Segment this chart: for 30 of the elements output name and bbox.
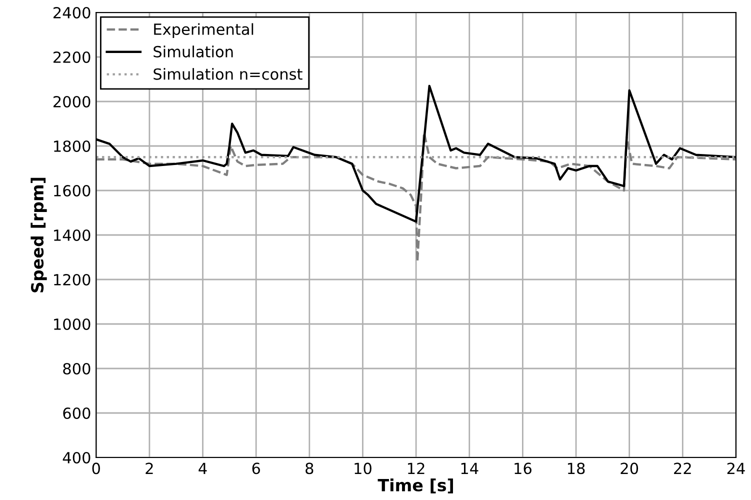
y-tick-label: 400	[62, 452, 90, 464]
y-tick-label: 600	[63, 407, 90, 420]
x-tick-label: 24	[727, 462, 745, 474]
x-tick-label: 2	[146, 462, 153, 474]
y-tick-label: 2200	[54, 51, 90, 64]
x-tick-label: 4	[198, 462, 207, 474]
x-tick-label: 6	[252, 462, 260, 474]
y-tick-label: 1400	[54, 229, 90, 242]
x-tick-label: 20	[620, 462, 638, 474]
x-tick-label: 12	[408, 462, 424, 474]
x-axis-title: Time [s]	[378, 478, 453, 494]
y-tick-label: 1200	[54, 274, 90, 286]
legend-label: Simulation n=const	[154, 68, 302, 80]
y-tick-label: 1000	[54, 318, 90, 330]
legend-label: Simulation	[154, 46, 233, 58]
legend-label: Experimental	[154, 23, 254, 38]
x-tick-label: 10	[354, 462, 372, 474]
y-tick-label: 800	[63, 362, 90, 375]
y-tick-label: 2000	[54, 96, 90, 108]
y-tick-label: 1600	[54, 184, 90, 197]
y-axis-title: Speed [rpm]	[30, 178, 47, 292]
y-tick-label: 2400	[54, 6, 90, 19]
x-tick-label: 16	[514, 462, 532, 474]
y-tick-label: 1800	[54, 140, 90, 152]
x-tick-label: 8	[306, 462, 314, 474]
x-tick-label: 14	[461, 462, 478, 474]
x-tick-label: 0	[92, 462, 100, 474]
x-tick-label: 18	[568, 462, 585, 474]
line-series	[96, 132, 736, 263]
x-tick-label: 22	[674, 462, 691, 474]
